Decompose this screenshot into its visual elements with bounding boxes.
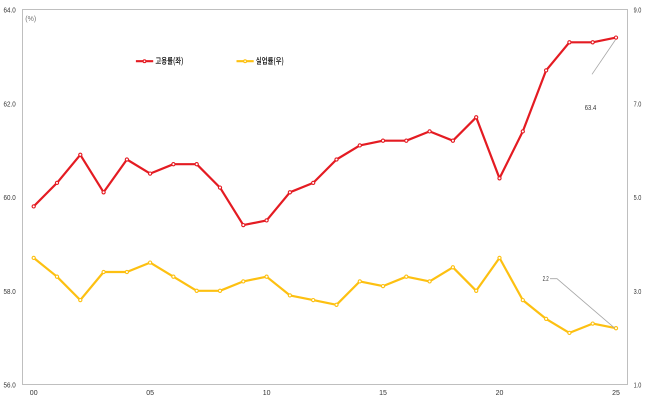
svg-text:10: 10: [263, 388, 271, 397]
svg-text:3.0: 3.0: [634, 287, 642, 296]
svg-text:1.0: 1.0: [634, 381, 642, 390]
svg-text:2.2: 2.2: [543, 274, 549, 283]
svg-text:00: 00: [30, 388, 38, 397]
svg-text:56.0: 56.0: [4, 381, 16, 390]
svg-text:62.0: 62.0: [4, 100, 16, 109]
svg-text:20: 20: [496, 388, 504, 397]
svg-text:(%): (%): [25, 16, 36, 23]
svg-text:7.0: 7.0: [634, 100, 642, 109]
svg-text:64.0: 64.0: [4, 6, 16, 15]
svg-text:60.0: 60.0: [4, 193, 16, 202]
svg-text:25: 25: [612, 388, 620, 397]
svg-text:05: 05: [146, 388, 154, 397]
svg-text:9.0: 9.0: [634, 6, 642, 15]
svg-text:5.0: 5.0: [634, 193, 642, 202]
svg-text:15: 15: [379, 388, 387, 397]
svg-text:63.4: 63.4: [585, 103, 596, 112]
svg-text:58.0: 58.0: [4, 287, 16, 296]
